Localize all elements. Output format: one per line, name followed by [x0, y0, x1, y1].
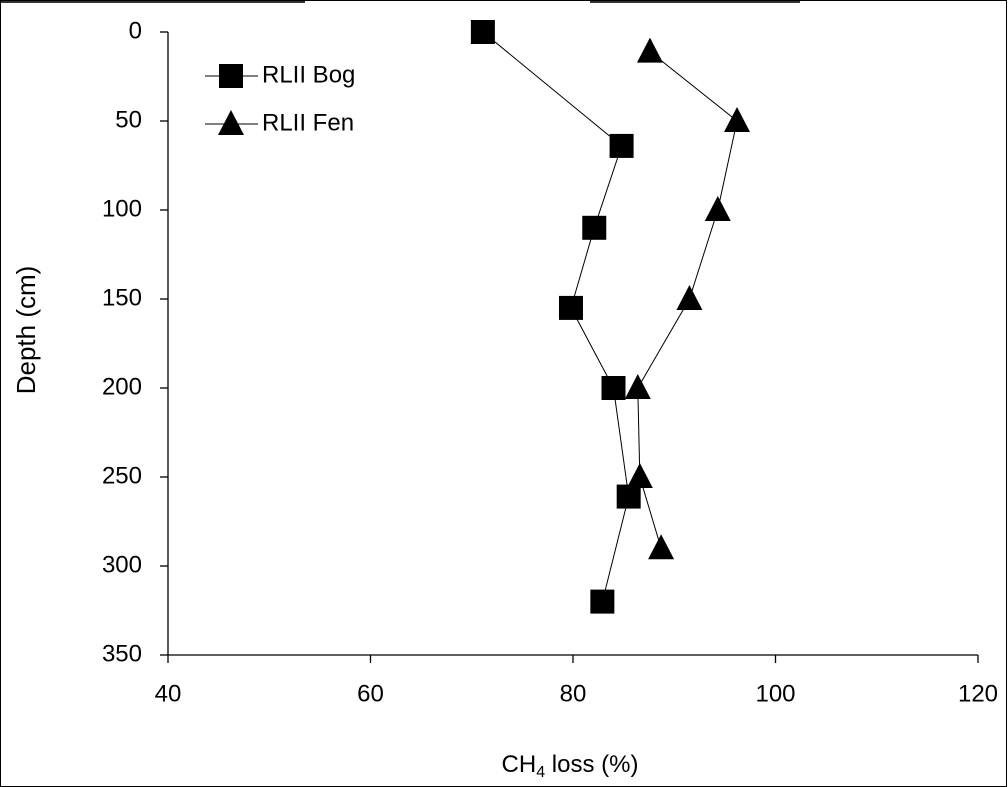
legend-label: RLII Bog [262, 61, 355, 88]
legend-marker [218, 110, 244, 135]
x-tick-label: 60 [357, 680, 384, 707]
data-point [609, 133, 634, 158]
y-tick-label: 350 [102, 640, 142, 667]
data-point [636, 37, 663, 63]
y-tick-label: 200 [102, 373, 142, 400]
x-axis-label-sub: 4 [536, 764, 545, 781]
x-axis-label-part: loss (%) [545, 751, 638, 778]
x-tick-label: 80 [560, 680, 587, 707]
photo-strip [0, 0, 305, 3]
y-tick-label: 300 [102, 551, 142, 578]
x-tick-label: 100 [755, 680, 795, 707]
y-tick-label: 250 [102, 462, 142, 489]
data-point [704, 196, 731, 221]
data-point [648, 534, 675, 560]
data-point [626, 463, 653, 488]
x-tick-label: 120 [958, 680, 998, 707]
data-point [558, 295, 583, 320]
data-point [582, 215, 607, 240]
y-tick-label: 100 [102, 195, 142, 222]
y-tick-label: 0 [129, 17, 142, 44]
y-tick-label: 150 [102, 284, 142, 311]
data-point [470, 20, 495, 44]
data-point [624, 374, 651, 399]
data-point [616, 484, 641, 509]
y-axis-label: Depth (cm) [11, 266, 41, 395]
y-tick-label: 50 [115, 106, 142, 133]
data-point [601, 376, 626, 400]
photo-strip [590, 0, 800, 3]
x-axis-label-part: CH [502, 751, 537, 778]
legend-label: RLII Fen [262, 109, 354, 136]
x-axis-label: CH4 loss (%) [502, 751, 639, 781]
x-tick-label: 40 [155, 680, 182, 707]
data-point [676, 285, 703, 310]
data-point [724, 107, 751, 132]
legend-marker [219, 64, 243, 88]
series-line [482, 31, 630, 602]
data-point [590, 589, 615, 614]
